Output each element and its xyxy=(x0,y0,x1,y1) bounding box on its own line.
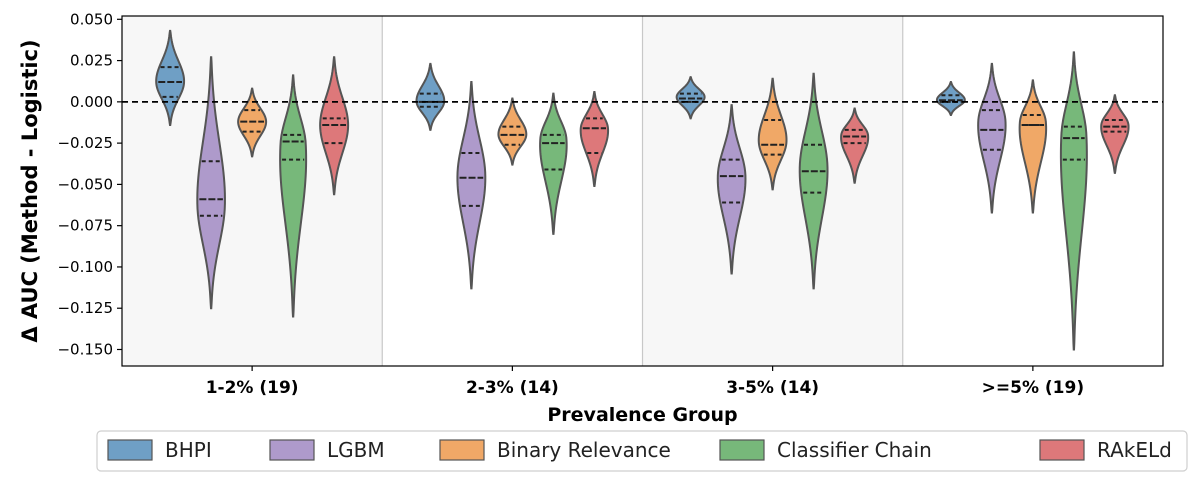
legend-swatch xyxy=(439,439,485,461)
violin-binary-relevance-group-2 xyxy=(497,97,528,166)
violin-rakeld-group-3 xyxy=(840,107,870,184)
y-tick-label: −0.050 xyxy=(57,175,113,193)
plot-frame xyxy=(121,15,1164,367)
group-backgrounds xyxy=(122,16,904,366)
legend-box xyxy=(96,430,1188,472)
violin-classifier-chain-group-3 xyxy=(798,72,829,290)
legend-swatch xyxy=(107,439,153,461)
legend-swatch xyxy=(269,439,315,461)
violin-lgbm-group-1 xyxy=(196,56,226,310)
y-tick-label: −0.125 xyxy=(57,299,113,317)
y-axis-title: Δ AUC (Method - Logistic) xyxy=(18,39,42,342)
x-tick-label: >=5% (19) xyxy=(982,378,1084,398)
y-tick-label: 0.000 xyxy=(70,93,113,111)
violin-classifier-chain-group-2 xyxy=(539,92,568,235)
legend-swatch xyxy=(719,439,765,461)
legend-label: Classifier Chain xyxy=(777,438,932,462)
violin-lgbm-group-4 xyxy=(977,62,1007,214)
violin-rakeld-group-4 xyxy=(1100,94,1130,174)
violin-classifier-chain-group-4 xyxy=(1059,51,1088,351)
x-tick-label: 1-2% (19) xyxy=(206,378,299,398)
violin-rakeld-group-2 xyxy=(579,90,610,188)
legend: BHPI LGBM Binary Relevance Classifier Chain… xyxy=(96,430,1188,472)
legend-swatch xyxy=(1039,439,1085,461)
y-tick-label: 0.025 xyxy=(70,52,113,70)
violin-binary-relevance-group-3 xyxy=(757,77,788,191)
x-tick-label: 2-3% (14) xyxy=(466,378,559,398)
x-axis-title: Prevalence Group xyxy=(547,404,737,426)
y-tick-label: −0.075 xyxy=(57,217,113,235)
violins xyxy=(155,29,1130,351)
y-tick-label: −0.025 xyxy=(57,134,113,152)
violin-binary-relevance-group-4 xyxy=(1018,79,1048,214)
legend-label: RAkELd xyxy=(1097,438,1172,462)
y-axis-ticks: 0.050 0.025 0.000 −0.025 −0.050 −0.075 −0.100 −… xyxy=(57,10,122,358)
y-tick-label: −0.100 xyxy=(57,258,113,276)
violin-lgbm-group-3 xyxy=(716,104,747,275)
legend-label: BHPI xyxy=(165,438,212,462)
group-shade xyxy=(642,16,903,366)
violin-bhpi-group-2 xyxy=(415,62,446,131)
legend-label: LGBM xyxy=(327,438,385,462)
y-tick-label: −0.150 xyxy=(57,340,113,358)
y-tick-label: 0.050 xyxy=(70,10,113,28)
violin-bhpi-group-4 xyxy=(935,81,966,117)
legend-label: Binary Relevance xyxy=(497,438,671,462)
x-axis-ticks: 1-2% (19) 2-3% (14) 3-5% (14) >=5% (19) xyxy=(206,366,1084,398)
x-tick-label: 3-5% (14) xyxy=(726,378,819,398)
violin-lgbm-group-2 xyxy=(456,81,487,290)
